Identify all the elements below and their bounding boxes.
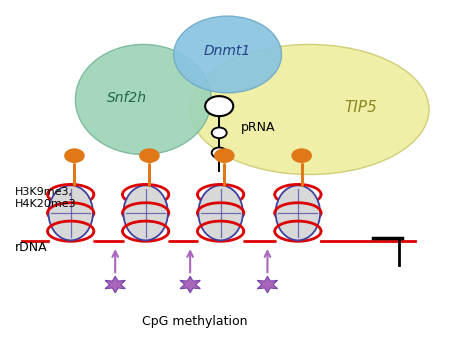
Text: pRNA: pRNA [241,121,275,134]
Polygon shape [180,276,201,293]
Text: Snf2h: Snf2h [107,91,147,105]
Ellipse shape [190,44,429,175]
Circle shape [212,147,227,158]
Text: Dnmt1: Dnmt1 [204,44,251,58]
Polygon shape [105,276,125,293]
Ellipse shape [276,185,320,240]
Circle shape [292,148,312,163]
Circle shape [212,127,227,138]
Text: TIP5: TIP5 [345,100,378,115]
Text: H3K9me3,
H4K20me3: H3K9me3, H4K20me3 [15,187,76,208]
Ellipse shape [174,16,282,93]
Ellipse shape [198,185,243,240]
Ellipse shape [48,185,93,240]
Circle shape [64,148,85,163]
Ellipse shape [123,185,168,240]
Text: rDNA: rDNA [15,241,47,254]
Circle shape [139,148,160,163]
Polygon shape [257,276,278,293]
Ellipse shape [75,44,211,155]
Text: CpG methylation: CpG methylation [142,315,247,328]
Circle shape [214,148,235,163]
Circle shape [205,96,233,116]
